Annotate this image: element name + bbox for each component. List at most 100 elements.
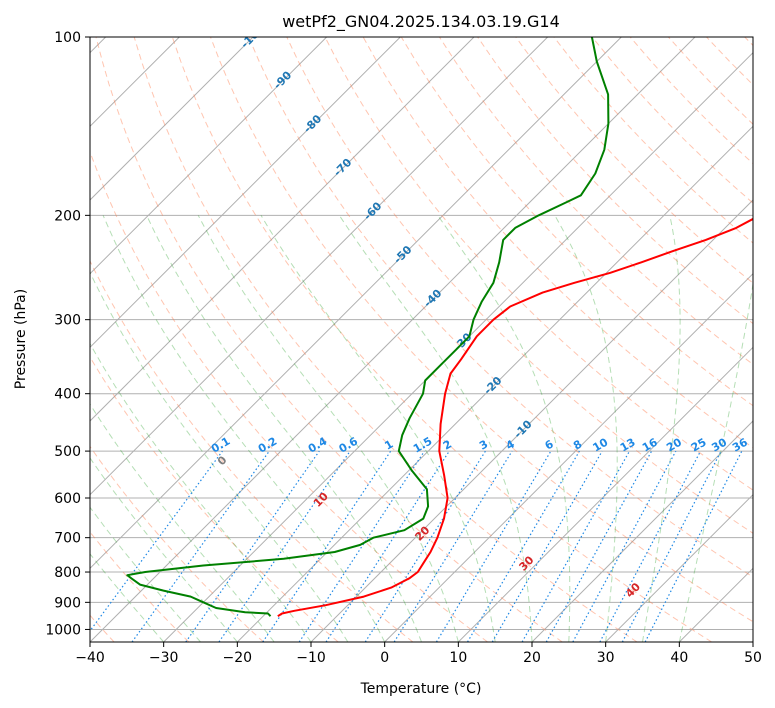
y-axis-label: Pressure (hPa) <box>13 289 29 389</box>
y-tick-label: 100 <box>54 30 81 46</box>
moist-adiabat-line <box>90 457 238 642</box>
mixing-ratio-line <box>491 450 603 642</box>
x-axis-label: Temperature (°C) <box>360 681 482 697</box>
isotherm-line <box>752 641 753 642</box>
mixing-ratio-line <box>435 450 552 642</box>
x-tick-label: −20 <box>223 650 253 666</box>
mixing-ratio-line <box>393 450 513 642</box>
dry-adiabat-line <box>133 37 638 642</box>
mixing-ratio-line <box>644 450 743 642</box>
y-tick-label: 700 <box>54 531 81 547</box>
y-tick-label: 400 <box>54 387 81 403</box>
dry-adiabat-line <box>90 150 488 642</box>
isotherm-label: -40 <box>421 287 444 310</box>
dry-adiabat-line <box>90 356 339 642</box>
mixing-ratio-label: 25 <box>689 436 709 455</box>
x-tick-label: 10 <box>449 650 467 666</box>
mixing-ratio-line <box>599 450 702 642</box>
dry-adiabat-label: 40 <box>623 580 643 600</box>
mixing-ratio-line <box>572 450 677 642</box>
mixing-ratio-label: 30 <box>709 435 729 454</box>
isotherm-line <box>90 37 328 275</box>
dry-adiabat-line <box>515 37 753 284</box>
mixing-ratio-line <box>218 450 351 642</box>
moist-adiabat-line <box>554 215 618 642</box>
x-tick-label: 50 <box>744 650 762 666</box>
isotherm-line <box>236 125 753 642</box>
x-tick-label: −40 <box>75 650 105 666</box>
dry-adiabat-line <box>90 445 264 642</box>
mixing-ratio-label: 2 <box>441 438 454 453</box>
moist-adiabat-line <box>678 280 753 642</box>
isotherm-labels: 0.1 0.2 0.4 0.6 1 1.5 2 3 4 6 8 10 13 16 20 25 30 36-100-… <box>209 37 750 600</box>
y-tick-label: 300 <box>54 313 81 329</box>
dry-adiabat-line <box>591 37 753 204</box>
chart-title: wetPf2_GN04.2025.134.03.19.G14 <box>282 12 560 32</box>
mixing-ratio-label: 1.5 <box>411 435 434 456</box>
mixing-ratio-line <box>521 450 631 642</box>
isotherm-line <box>678 567 753 642</box>
mixing-ratio-label: 36 <box>730 435 750 454</box>
series-layer <box>126 37 753 618</box>
dewpoint-profile-line <box>126 37 610 617</box>
y-tick-label: 800 <box>54 565 81 581</box>
dry-adiabat-label: 10 <box>311 490 331 510</box>
dry-adiabat-label: 0 <box>215 453 230 468</box>
moist-adiabat-line <box>260 215 496 642</box>
isotherm-line <box>90 37 401 349</box>
isotherm-label: -90 <box>271 68 294 91</box>
dry-adiabat-line <box>95 37 563 642</box>
mixing-ratio-line <box>545 450 653 642</box>
plot-frame <box>89 36 754 643</box>
moist-adiabat-line <box>338 215 533 642</box>
isotherm-line <box>90 37 622 570</box>
mixing-ratio-label: 0.1 <box>209 435 232 456</box>
dry-adiabat-line <box>171 37 712 642</box>
isotherm-line <box>531 420 753 642</box>
isotherm-line <box>384 272 753 642</box>
mixing-ratio-label: 0.4 <box>306 434 330 455</box>
mixing-ratio-line <box>90 450 223 632</box>
moist-adiabat-line <box>197 215 459 642</box>
x-tick-label: 30 <box>597 650 615 666</box>
isotherm-line <box>90 37 475 422</box>
dry-adiabat-line <box>286 37 753 534</box>
isotherm-line <box>90 37 696 642</box>
dry-adiabat-line <box>324 37 753 491</box>
isotherm-label: -70 <box>331 156 354 179</box>
x-tick-label: 0 <box>380 650 389 666</box>
x-tick-label: 40 <box>670 650 688 666</box>
moist-adiabat-line <box>437 215 571 642</box>
x-tick-label: 20 <box>523 650 541 666</box>
mixing-ratio-label: 3 <box>477 438 490 453</box>
moist-adiabat-line <box>102 215 386 642</box>
mixing-ratio-line <box>466 450 580 642</box>
x-axis: −40 −30 −20 −10 0 10 20 30 40 50 <box>75 642 762 666</box>
dry-adiabat-line <box>210 37 753 623</box>
y-tick-label: 1000 <box>45 622 81 638</box>
mixing-ratio-label: 16 <box>640 435 660 454</box>
x-tick-label: −10 <box>296 650 326 666</box>
dry-adiabat-line <box>553 37 753 244</box>
moist-adiabat-line <box>90 403 275 642</box>
dry-adiabat-line <box>248 37 753 578</box>
dry-adiabat-line <box>744 37 753 47</box>
y-tick-label: 600 <box>54 491 81 507</box>
plot-background-lines <box>90 37 753 642</box>
x-tick-label: −30 <box>149 650 179 666</box>
y-tick-label: 900 <box>54 595 81 611</box>
temperature-profile-line <box>277 217 753 618</box>
isotherm-line <box>310 199 753 642</box>
mixing-ratio-line <box>185 450 320 642</box>
mixing-ratio-line <box>364 450 486 642</box>
dry-adiabat-line <box>668 37 753 125</box>
isotherm-line <box>90 37 549 496</box>
mixing-ratio-label: 6 <box>543 437 556 452</box>
mixing-ratio-label: 20 <box>664 435 684 454</box>
moist-adiabat-line <box>90 342 312 642</box>
dry-adiabat-line <box>706 37 753 86</box>
dry-adiabat-label: 30 <box>517 553 537 573</box>
mixing-ratio-label: 10 <box>591 435 611 454</box>
mixing-ratio-line <box>298 450 425 642</box>
isotherm-line <box>605 493 753 642</box>
